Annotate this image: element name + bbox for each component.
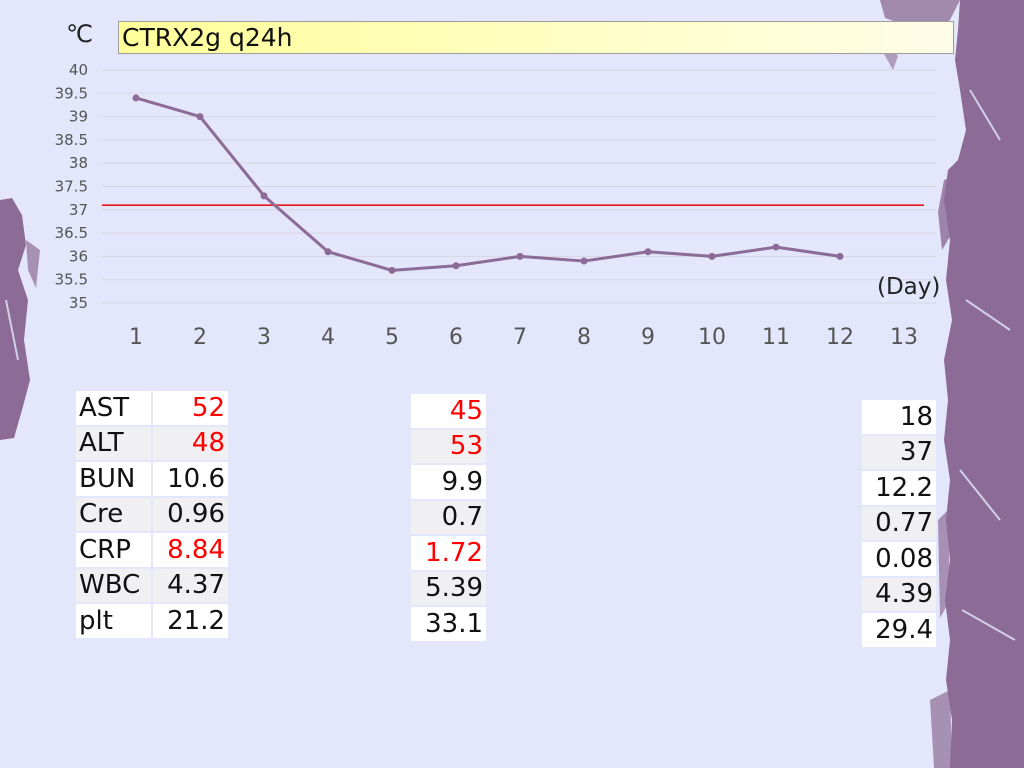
lab-row: ALT 48 xyxy=(76,426,228,460)
lab-row: 45 xyxy=(411,394,486,428)
lab-value: 0.08 xyxy=(862,542,936,576)
chart-title: CTRX2g q24h xyxy=(118,21,954,54)
lab-row: 0.08 xyxy=(862,542,936,576)
y-axis-ticks: 35 35.5 36 36.5 37 37.5 38 38.5 39 39.5 40 xyxy=(55,61,88,312)
series-line xyxy=(135,96,841,272)
grid-lines xyxy=(102,69,936,304)
lab-row: 12.2 xyxy=(862,471,936,505)
lab-value: 18 xyxy=(862,400,936,434)
y-tick-label: 35 xyxy=(69,294,88,312)
lab-value: 4.39 xyxy=(862,577,936,611)
y-tick-label: 36 xyxy=(69,247,88,265)
y-tick-label: 39.5 xyxy=(55,84,88,102)
lab-table-second: 45 53 9.9 0.7 1.72 5.39 33.1 xyxy=(409,392,488,643)
y-tick-label: 36.5 xyxy=(55,224,88,242)
lab-row: plt 21.2 xyxy=(76,604,228,638)
lab-row: 1.72 xyxy=(411,536,486,570)
lab-row: CRP 8.84 xyxy=(76,533,228,567)
data-point xyxy=(324,248,332,256)
lab-value: 5.39 xyxy=(411,571,486,605)
y-tick-label: 35.5 xyxy=(55,271,88,289)
data-point xyxy=(644,248,652,256)
lab-name: plt xyxy=(76,604,151,638)
lab-row: 4.39 xyxy=(862,577,936,611)
lab-value: 0.77 xyxy=(862,506,936,540)
data-point xyxy=(260,192,268,200)
y-tick-label: 38 xyxy=(69,154,88,172)
lab-value: 8.84 xyxy=(153,533,228,567)
x-tick-label: 10 xyxy=(698,325,726,350)
lab-row: 33.1 xyxy=(411,607,486,641)
lab-name: AST xyxy=(76,391,151,425)
temperature-series xyxy=(132,94,844,274)
lab-row: 9.9 xyxy=(411,465,486,499)
lab-value: 0.96 xyxy=(153,497,228,531)
lab-name: ALT xyxy=(76,426,151,460)
x-tick-label: 2 xyxy=(193,325,207,350)
lab-value: 1.72 xyxy=(411,536,486,570)
lab-value: 29.4 xyxy=(862,613,936,647)
lab-value: 21.2 xyxy=(153,604,228,638)
lab-value: 12.2 xyxy=(862,471,936,505)
data-point xyxy=(580,257,588,265)
lab-value: 9.9 xyxy=(411,465,486,499)
lab-name: Cre xyxy=(76,497,151,531)
lab-table-third: 18 37 12.2 0.77 0.08 4.39 29.4 xyxy=(860,398,938,649)
lab-value: 52 xyxy=(153,391,228,425)
x-tick-label: 6 xyxy=(449,325,463,350)
y-tick-label: 38.5 xyxy=(55,131,88,149)
lab-row: BUN 10.6 xyxy=(76,462,228,496)
data-point xyxy=(452,262,460,270)
x-axis-ticks: 1 2 3 4 5 6 7 8 9 10 11 12 13 xyxy=(129,325,918,350)
x-tick-label: 13 xyxy=(890,325,918,350)
x-tick-label: 11 xyxy=(762,325,790,350)
lab-name: BUN xyxy=(76,462,151,496)
lab-name: WBC xyxy=(76,568,151,602)
y-tick-label: 37 xyxy=(69,201,88,219)
x-tick-label: 4 xyxy=(321,325,335,350)
lab-row: 53 xyxy=(411,429,486,463)
data-point xyxy=(516,252,524,260)
y-tick-label: 39 xyxy=(69,108,88,126)
y-tick-label: 40 xyxy=(69,61,88,79)
x-tick-label: 12 xyxy=(826,325,854,350)
lab-value: 48 xyxy=(153,426,228,460)
x-tick-label: 5 xyxy=(385,325,399,350)
data-point xyxy=(772,243,780,251)
x-tick-label: 9 xyxy=(641,325,655,350)
data-point xyxy=(132,94,140,102)
data-point xyxy=(196,113,204,121)
lab-row: 0.7 xyxy=(411,500,486,534)
lab-row: 18 xyxy=(862,400,936,434)
x-tick-label: 3 xyxy=(257,325,271,350)
data-point xyxy=(708,252,716,260)
y-tick-label: 37.5 xyxy=(55,178,88,196)
lab-value: 53 xyxy=(411,429,486,463)
data-point xyxy=(388,266,396,274)
lab-value: 4.37 xyxy=(153,568,228,602)
x-tick-label: 8 xyxy=(577,325,591,350)
lab-value: 0.7 xyxy=(411,500,486,534)
lab-row: Cre 0.96 xyxy=(76,497,228,531)
lab-row: 37 xyxy=(862,435,936,469)
lab-row: WBC 4.37 xyxy=(76,568,228,602)
lab-row: 29.4 xyxy=(862,613,936,647)
lab-value: 33.1 xyxy=(411,607,486,641)
lab-value: 10.6 xyxy=(153,462,228,496)
data-point xyxy=(836,252,844,260)
lab-name: CRP xyxy=(76,533,151,567)
lab-row: AST 52 xyxy=(76,391,228,425)
temperature-unit-label: ℃ xyxy=(66,20,93,48)
lab-row: 5.39 xyxy=(411,571,486,605)
x-axis-label: (Day) xyxy=(877,274,941,300)
lab-value: 45 xyxy=(411,394,486,428)
x-tick-label: 1 xyxy=(129,325,143,350)
lab-value: 37 xyxy=(862,435,936,469)
lab-row: 0.77 xyxy=(862,506,936,540)
lab-table-first: AST 52 ALT 48 BUN 10.6 Cre 0.96 CRP 8.84 WBC 4.37 pl… xyxy=(74,389,230,640)
x-tick-label: 7 xyxy=(513,325,527,350)
